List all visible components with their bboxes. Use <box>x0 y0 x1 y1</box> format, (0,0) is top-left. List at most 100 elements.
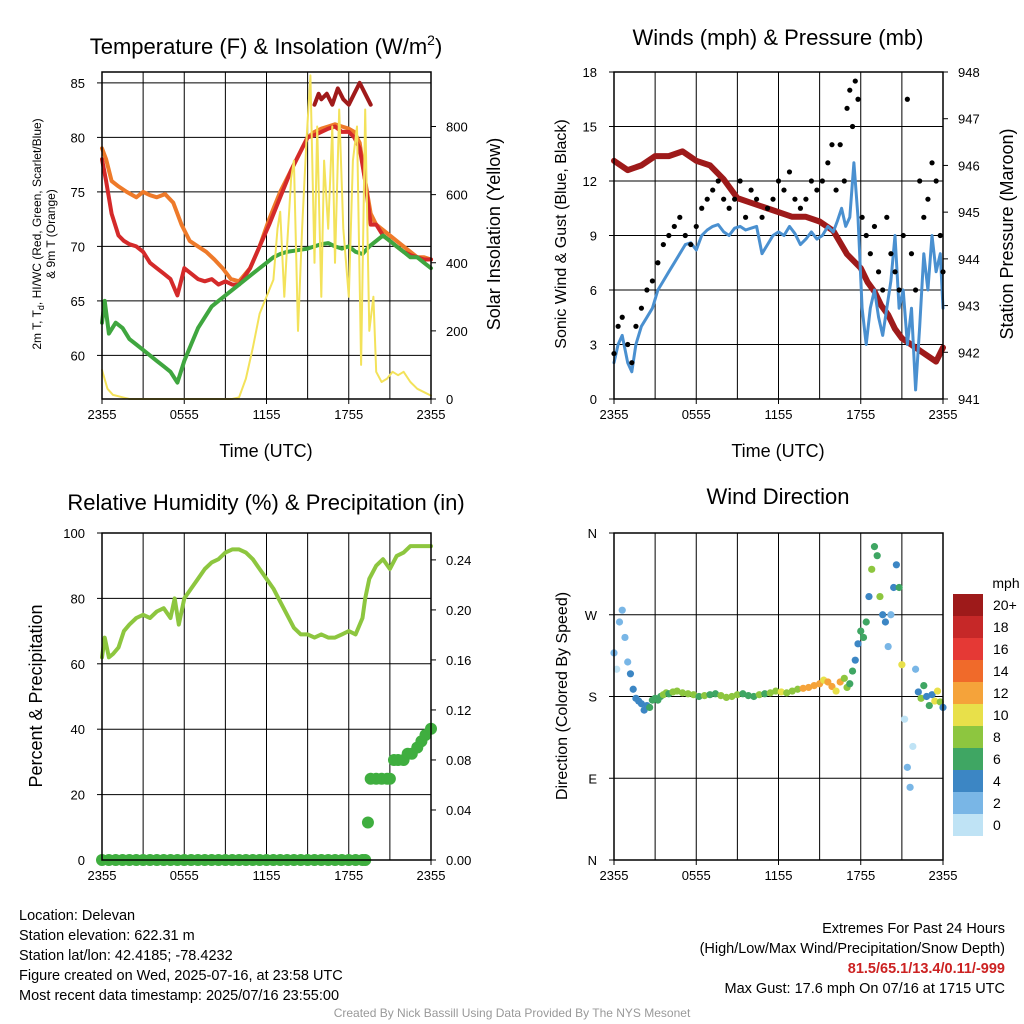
series-gust-point <box>841 178 847 184</box>
series-gust-point <box>715 178 721 184</box>
extremes-values: 81.5/65.1/13.4/0.11/-999 <box>847 961 1005 977</box>
direction-point <box>892 561 900 569</box>
series-gust-point <box>896 287 902 293</box>
wind-panel: Winds (mph) & Pressure (mb) Sonic Wind &… <box>553 25 1017 461</box>
direction-point <box>884 642 892 651</box>
direction-point <box>700 691 709 700</box>
series-gust-point <box>682 232 688 239</box>
direction-point <box>637 700 646 708</box>
series-scarlet-line <box>312 80 373 107</box>
direction-point <box>646 703 654 712</box>
direction-point <box>624 658 632 666</box>
x-tick-label: 1155 <box>253 868 281 883</box>
info-latlon: Station lat/lon: 42.4185; -78.4232 <box>19 948 233 964</box>
y2-tick-label: 0.08 <box>446 753 471 768</box>
series-gust-point <box>888 251 894 257</box>
y2-tick-label: 944 <box>958 252 980 267</box>
y2-tick-label: 0.04 <box>446 803 471 818</box>
direction-point <box>922 692 931 701</box>
x-tick-label: 2355 <box>88 407 117 422</box>
x-tick-label: 2355 <box>600 868 629 883</box>
y2-tick-label: 200 <box>446 324 468 339</box>
temp-y2label: Solar Insolation (Yellow) <box>484 138 504 330</box>
series-gust-point <box>786 169 793 175</box>
y2-tick-label: 0.12 <box>446 703 471 718</box>
series-gust-point <box>737 178 743 184</box>
y2-tick-label: 948 <box>958 65 980 80</box>
series-gust-point <box>833 187 839 193</box>
y-tick-label: 0 <box>78 853 85 868</box>
credit-line: Created By Nick Bassill Using Data Provi… <box>333 1006 691 1020</box>
y2-tick-label: 947 <box>958 112 980 127</box>
direction-point <box>673 687 681 695</box>
plot-frame <box>613 71 944 400</box>
series-gust-point <box>704 196 710 202</box>
direction-point <box>914 688 922 696</box>
series-gust-point <box>797 205 804 211</box>
direction-point <box>684 690 692 698</box>
direction-point <box>615 618 624 626</box>
series-gust-point <box>781 187 787 193</box>
series-gust-point <box>625 341 631 348</box>
y-tick-label: 60 <box>71 657 85 672</box>
temp-ylabel-line2: & 9m T (Orange) <box>44 189 58 279</box>
x-tick-label: 2355 <box>929 407 958 422</box>
series-gust-point <box>837 142 843 148</box>
direction-point <box>626 670 635 678</box>
series-gust-point <box>764 205 771 211</box>
x-tick-label: 0555 <box>170 407 199 422</box>
direction-point <box>928 691 936 699</box>
legend-label: 14 <box>993 663 1009 679</box>
y-tick-label: 18 <box>583 65 597 80</box>
direction-point <box>810 682 818 690</box>
series-gust-point <box>792 196 798 202</box>
direction-point <box>794 685 802 693</box>
x-tick-label: 2355 <box>88 868 117 883</box>
plot-frame <box>101 532 432 861</box>
y2-tick-label: 0.00 <box>446 853 471 868</box>
direction-point <box>629 685 637 693</box>
rh-title: Relative Humidity (%) & Precipitation (i… <box>67 490 464 515</box>
extremes-info: Extremes For Past 24 Hours (High/Low/Max… <box>700 919 1005 999</box>
dir-title: Wind Direction <box>706 484 849 509</box>
direction-point <box>695 692 703 701</box>
direction-point <box>755 691 763 699</box>
direction-point <box>931 697 939 705</box>
series-gust-point <box>748 187 754 193</box>
direction-point <box>783 689 791 697</box>
direction-point <box>873 552 881 560</box>
temp-xlabel: Time (UTC) <box>219 441 312 461</box>
y-tick-label: E <box>588 771 597 786</box>
direction-point <box>859 633 868 642</box>
y-tick-label: 40 <box>71 722 85 737</box>
series-gust-point <box>615 323 621 329</box>
y2-tick-label: 600 <box>446 188 468 203</box>
x-tick-label: 0555 <box>682 407 711 422</box>
y-tick-label: 60 <box>71 348 85 363</box>
y-tick-label: 0 <box>590 392 597 407</box>
series-gust-point <box>808 178 815 184</box>
info-created: Figure created on Wed, 2025-07-16, at 23… <box>19 968 343 984</box>
max-gust: Max Gust: 17.6 mph On 07/16 at 1715 UTC <box>724 981 1005 997</box>
direction-point <box>613 665 621 673</box>
series-gust-point <box>649 278 655 284</box>
series-gust-point <box>884 214 890 220</box>
y2-tick-label: 0.20 <box>446 603 471 618</box>
direction-panel: Wind Direction Direction (Colored By Spe… <box>554 484 1020 883</box>
series-gust-point <box>921 214 927 220</box>
series-gust-point <box>693 223 699 230</box>
legend-swatch <box>953 660 983 682</box>
series-gust-point <box>904 96 910 102</box>
legend-label: 16 <box>993 641 1009 657</box>
legend-swatch <box>953 594 983 616</box>
wind-xlabel: Time (UTC) <box>731 441 824 461</box>
temp-ylabel-line1: 2m T, Td, HI/WC (Red, Green, Scarlet/Blu… <box>30 118 46 349</box>
series-gust-point <box>844 105 850 111</box>
series-gust-point <box>732 196 738 202</box>
direction-point <box>766 689 774 697</box>
y-tick-label: 85 <box>71 76 85 91</box>
series-gust-point <box>688 241 694 248</box>
extremes-subtitle: (High/Low/Max Wind/Precipitation/Snow De… <box>699 941 1005 957</box>
direction-point <box>865 592 873 601</box>
